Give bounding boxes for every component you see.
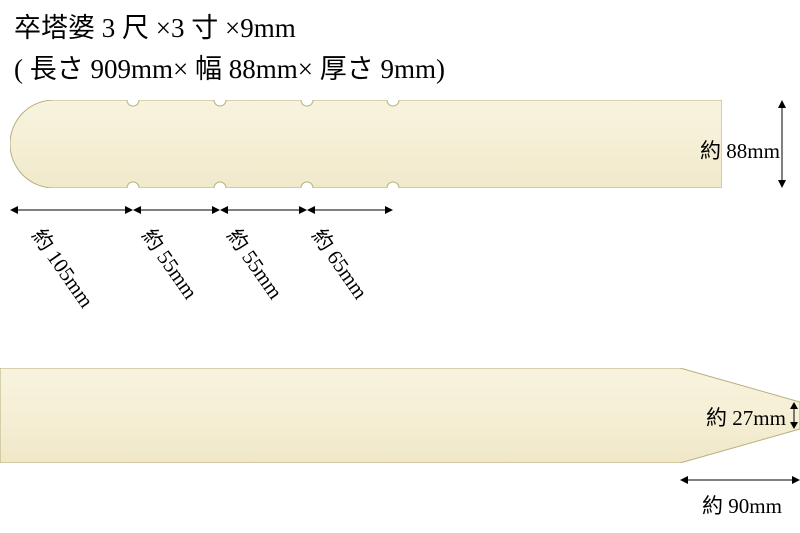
dim-segments-arrows <box>10 200 410 220</box>
title-line-2: ( 長さ 909mm× 幅 88mm× 厚さ 9mm) <box>14 49 445 90</box>
dim-seg3-label: 約 55mm <box>220 222 290 305</box>
dim-seg2-label: 約 55mm <box>135 222 205 305</box>
sotoba-head-shape <box>10 100 722 188</box>
title-block: 卒塔婆 3 尺 ×3 寸 ×9mm ( 長さ 909mm× 幅 88mm× 厚さ… <box>14 8 445 89</box>
dim-seg4-label: 約 65mm <box>305 222 375 305</box>
title-line-1: 卒塔婆 3 尺 ×3 寸 ×9mm <box>14 8 445 49</box>
dim-seg1-label: 約 105mm <box>25 222 101 313</box>
dim-arrow-tip-length <box>680 473 800 487</box>
dim-arrow-tip-height <box>788 402 800 429</box>
dim-tip-length-label: 約 90mm <box>702 490 782 520</box>
sotoba-tip-shape <box>0 368 800 463</box>
dim-width-label: 約 88mm <box>700 135 780 165</box>
dim-tip-height-label: 約 27mm <box>706 402 786 432</box>
